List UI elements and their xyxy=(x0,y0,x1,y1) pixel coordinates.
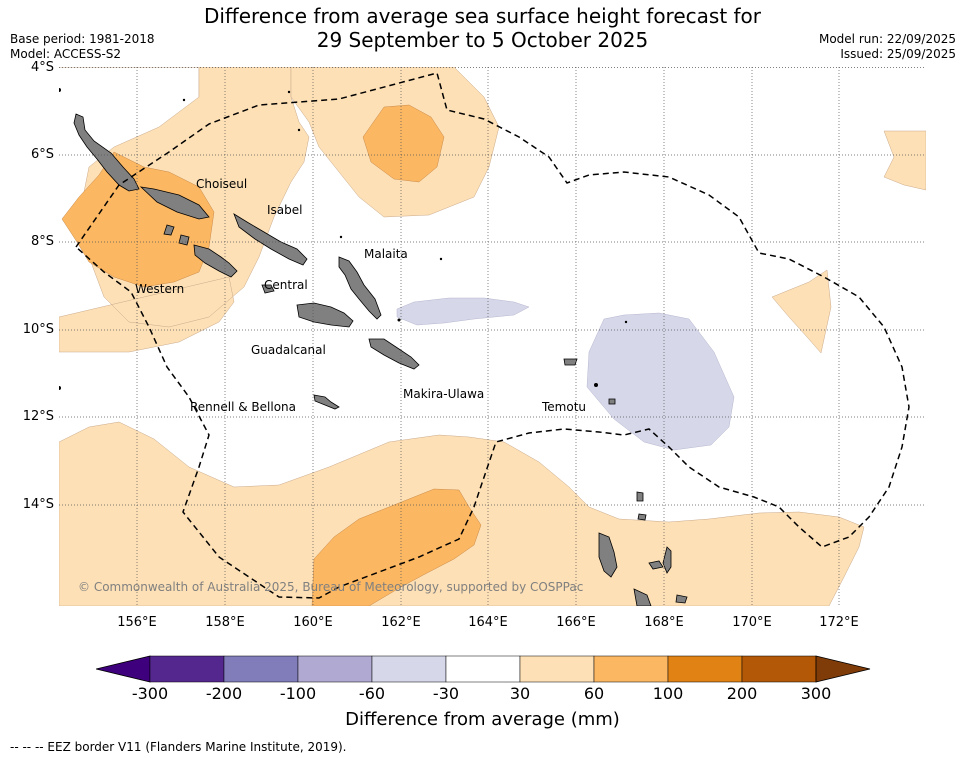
place-label-isabel: Isabel xyxy=(267,203,303,217)
colorbar-tick-9: 300 xyxy=(800,684,832,703)
land-vanuatu-islet-1 xyxy=(636,491,644,502)
colorbar-extend-low xyxy=(96,655,151,683)
colorbar-extend-high xyxy=(815,655,871,683)
islet-dot-7 xyxy=(594,383,598,387)
colorbar-tick-8: 200 xyxy=(726,684,758,703)
land-guadalcanal xyxy=(296,302,354,328)
place-label-western: Western xyxy=(135,282,185,296)
eez-footnote: -- -- -- EEZ border V11 (Flanders Marine… xyxy=(10,740,347,754)
copyright-notice: © Commonwealth of Australia 2025, Bureau… xyxy=(78,580,584,594)
lon-tick-170e: 170°E xyxy=(732,615,772,630)
land-new-georgia xyxy=(193,244,238,278)
model-label: Model: ACCESS-S2 xyxy=(10,47,122,61)
land-rennell xyxy=(313,394,340,410)
colorbar-tick-6: 60 xyxy=(583,684,605,703)
lat-tick-8s: 8°S xyxy=(30,234,54,249)
lat-tick-12s: 12°S xyxy=(22,409,54,424)
anomaly-mid-orange-north xyxy=(362,104,445,183)
place-label-guadalcanal: Guadalcanal xyxy=(251,343,326,357)
land-vella-lavella xyxy=(163,224,175,236)
colorbar-segment xyxy=(371,655,447,683)
land-malaita xyxy=(338,256,382,320)
lon-tick-166e: 166°E xyxy=(556,615,596,630)
lon-tick-172e: 172°E xyxy=(819,615,859,630)
place-label-malaita: Malaita xyxy=(364,247,408,261)
place-label-choiseul: Choiseul xyxy=(196,177,248,191)
anomaly-light-purple-central xyxy=(396,297,530,326)
colorbar-segment xyxy=(593,655,669,683)
eez-border xyxy=(75,72,910,599)
place-label-rennell-bellona: Rennell & Bellona xyxy=(190,400,297,414)
islet-dot-8 xyxy=(59,88,61,92)
lon-tick-156e: 156°E xyxy=(117,615,157,630)
islet-dot-10 xyxy=(397,318,401,322)
colorbar-tick-3: -60 xyxy=(358,684,386,703)
land-santa-cruz xyxy=(563,358,578,366)
anomaly-light-orange-southeast xyxy=(771,269,832,354)
land-vanuatu-islet-3 xyxy=(648,560,664,570)
base-period: Base period: 1981-2018 xyxy=(10,32,155,46)
anomaly-light-purple-east xyxy=(586,312,735,451)
land-vanuatu-islet-4 xyxy=(675,594,688,604)
anomaly-mid-orange-western xyxy=(61,151,215,288)
lat-tick-14s: 14°S xyxy=(22,497,54,512)
islet-dot-2 xyxy=(287,90,291,94)
colorbar-tick-1: -200 xyxy=(205,684,243,703)
map-area xyxy=(59,67,926,606)
land-vanuatu-north xyxy=(598,532,618,578)
land-vanuatu-east xyxy=(662,546,672,574)
land-central-islands xyxy=(261,284,275,294)
land-kolombangara xyxy=(178,234,190,246)
colorbar-segment xyxy=(149,655,225,683)
islet-dot-1 xyxy=(182,98,186,102)
lon-tick-162e: 162°E xyxy=(381,615,421,630)
colorbar-tick-2: -100 xyxy=(279,684,317,703)
colorbar-tick-5: 30 xyxy=(509,684,531,703)
place-label-temotu: Temotu xyxy=(542,400,587,414)
lat-tick-10s: 10°S xyxy=(22,322,54,337)
land-vanuatu-central xyxy=(633,588,652,606)
lat-tick-4s: 4°S xyxy=(30,60,54,75)
land-makira xyxy=(368,338,420,370)
colorbar-segment xyxy=(445,655,521,683)
place-label-makira-ulawa: Makira-Ulawa xyxy=(403,387,485,401)
colorbar xyxy=(96,655,871,683)
colorbar-tick-4: -30 xyxy=(432,684,460,703)
colorbar-title: Difference from average (mm) xyxy=(345,709,620,730)
islet-dot-5 xyxy=(439,257,443,261)
lon-tick-164e: 164°E xyxy=(468,615,508,630)
title-line-1: Difference from average sea surface heig… xyxy=(203,4,762,28)
lon-tick-168e: 168°E xyxy=(644,615,684,630)
islet-dot-3 xyxy=(297,128,301,132)
islet-dot-9 xyxy=(59,386,61,390)
land-temotu-islet xyxy=(608,398,616,405)
lon-tick-160e: 160°E xyxy=(293,615,333,630)
lon-tick-158e: 158°E xyxy=(205,615,245,630)
land-vanuatu-islet-2 xyxy=(637,513,647,521)
islet-dot-4 xyxy=(339,235,343,239)
anomaly-light-orange-east xyxy=(883,130,926,191)
islet-dot-6 xyxy=(624,320,628,324)
land-isabel xyxy=(233,213,308,266)
colorbar-segment xyxy=(297,655,373,683)
colorbar-segment xyxy=(741,655,817,683)
colorbar-tick-0: -300 xyxy=(131,684,169,703)
colorbar-segment xyxy=(223,655,299,683)
colorbar-tick-7: 100 xyxy=(652,684,684,703)
title-line-2: 29 September to 5 October 2025 xyxy=(316,28,649,52)
colorbar-segment xyxy=(667,655,743,683)
colorbar-segment xyxy=(519,655,595,683)
map-canvas xyxy=(59,67,926,606)
place-label-central: Central xyxy=(264,278,308,292)
map-title: Difference from average sea surface heig… xyxy=(0,4,965,52)
land-choiseul xyxy=(139,186,210,220)
land-bougainville xyxy=(73,113,140,192)
issued-date: Issued: 25/09/2025 xyxy=(840,47,956,61)
model-run: Model run: 22/09/2025 xyxy=(818,32,956,46)
lat-tick-6s: 6°S xyxy=(30,147,54,162)
